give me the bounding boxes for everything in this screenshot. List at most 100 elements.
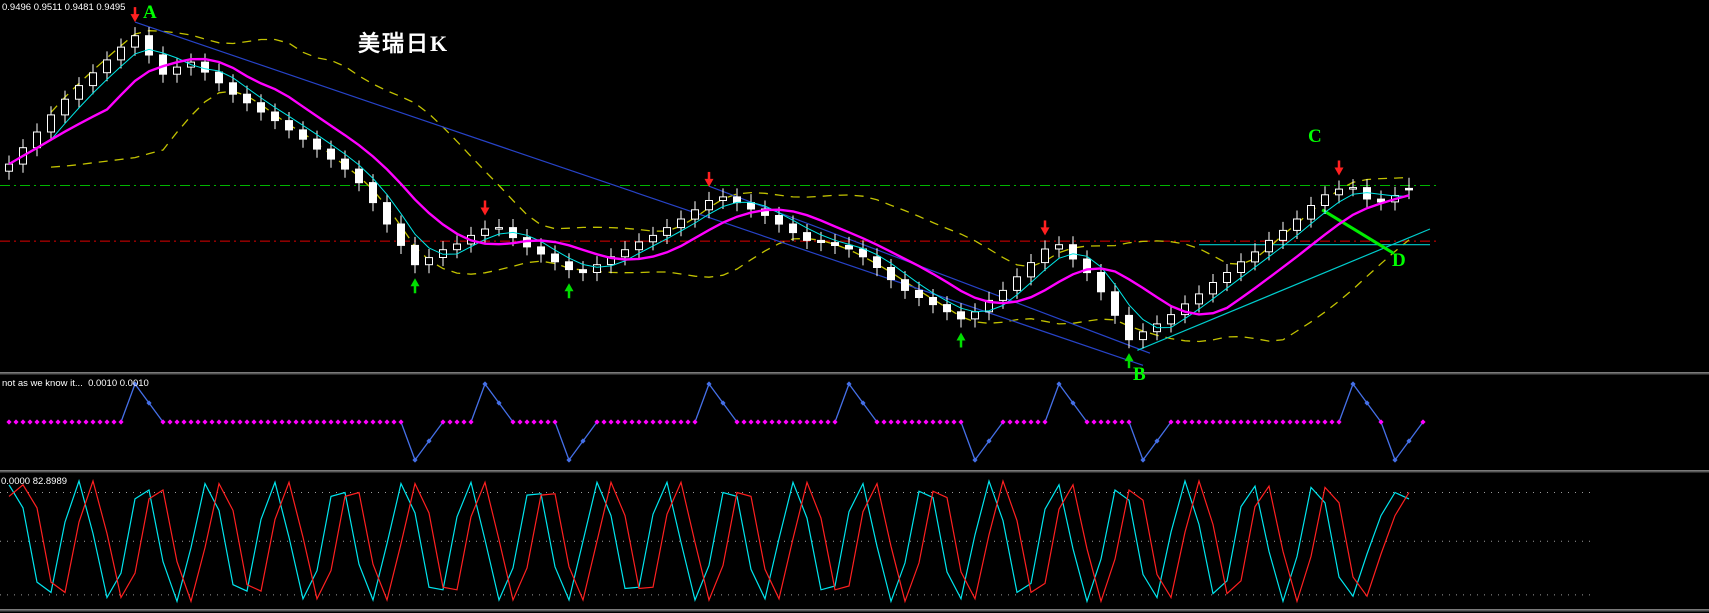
trendline[interactable]	[708, 185, 1151, 354]
signal-dot	[223, 419, 229, 425]
sell-arrow-icon[interactable]	[130, 7, 140, 23]
annotation-d[interactable]: D	[1392, 250, 1406, 271]
signal-dot	[496, 400, 502, 406]
signal-dot	[951, 419, 957, 425]
signal-dot	[265, 419, 271, 425]
signal-line-segment	[120, 383, 136, 423]
signal-dot	[132, 381, 138, 387]
signal-dot	[776, 419, 782, 425]
signal-line-segment	[428, 421, 444, 442]
signal-dot	[349, 419, 355, 425]
signal-dot	[1259, 419, 1265, 425]
sell-arrow-icon[interactable]	[704, 171, 714, 187]
signal-dot	[741, 419, 747, 425]
signal-dot	[825, 419, 831, 425]
buy-arrow-icon[interactable]	[956, 332, 966, 348]
annotation-b[interactable]: B	[1133, 364, 1146, 385]
annotation-c[interactable]: C	[1308, 126, 1322, 147]
oscillator-d-line	[8, 478, 1410, 604]
signal-dot	[1105, 419, 1111, 425]
signal-dot	[181, 419, 187, 425]
chart-title[interactable]: 美瑞日K	[358, 31, 450, 56]
sell-arrow-icon[interactable]	[1040, 220, 1050, 236]
signal-dot	[1420, 419, 1426, 425]
signal-dot	[90, 419, 96, 425]
trendline[interactable]	[1321, 208, 1395, 255]
signal-dot	[706, 381, 712, 387]
signal-line-segment	[1380, 421, 1396, 461]
signal-dot	[804, 419, 810, 425]
signal-line-segment	[498, 402, 514, 423]
signal-dot	[1098, 419, 1104, 425]
signal-line-segment	[582, 421, 598, 442]
signal-dot	[930, 419, 936, 425]
signal-dot	[48, 419, 54, 425]
signal-dot	[363, 419, 369, 425]
signal-line-segment	[694, 383, 710, 423]
sell-arrow-icon[interactable]	[480, 200, 490, 216]
signal-dot	[566, 457, 572, 463]
signal-dot	[1119, 419, 1125, 425]
signal-dot	[1378, 419, 1384, 425]
signal-dot	[1070, 400, 1076, 406]
signal-dot	[1140, 457, 1146, 463]
signal-dot	[972, 457, 978, 463]
signal-indicator-canvas[interactable]	[0, 375, 1709, 470]
signal-line-segment	[1338, 383, 1354, 423]
signal-dot	[797, 419, 803, 425]
signal-dot	[412, 457, 418, 463]
signal-dot	[454, 419, 460, 425]
signal-dot	[307, 419, 313, 425]
signal-dot	[384, 419, 390, 425]
signal-dot	[615, 419, 621, 425]
signal-line-segment	[1408, 421, 1424, 442]
signal-dot	[391, 419, 397, 425]
signal-dot	[734, 419, 740, 425]
price-chart-canvas[interactable]	[0, 0, 1709, 372]
sell-arrow-icon[interactable]	[1334, 160, 1344, 176]
panel-separator[interactable]	[0, 609, 1709, 612]
signal-line-segment	[134, 383, 150, 404]
signal-dot	[769, 419, 775, 425]
trendline[interactable]	[134, 21, 1144, 366]
signal-line-segment	[400, 421, 416, 461]
signal-dot	[1203, 419, 1209, 425]
panel-separator[interactable]	[0, 470, 1709, 473]
signal-dot	[657, 419, 663, 425]
signal-dot	[1315, 419, 1321, 425]
signal-dot	[720, 400, 726, 406]
signal-dot	[216, 419, 222, 425]
buy-arrow-icon[interactable]	[410, 278, 420, 294]
signal-dot	[300, 419, 306, 425]
signal-dot	[545, 419, 551, 425]
signal-dot	[552, 419, 558, 425]
signal-dot	[195, 419, 201, 425]
signal-line-segment	[1044, 383, 1060, 423]
signal-line-segment	[974, 440, 990, 461]
signal-dot	[1042, 419, 1048, 425]
buy-arrow-icon[interactable]	[564, 283, 574, 299]
signal-dot	[622, 419, 628, 425]
signal-dot	[34, 419, 40, 425]
signal-dot	[146, 400, 152, 406]
signal-dot	[76, 419, 82, 425]
signal-dot	[958, 419, 964, 425]
signal-dot	[426, 438, 432, 444]
signal-line-segment	[1366, 402, 1382, 423]
oscillator-label: 0.0000 82.8989	[1, 476, 68, 487]
buy-arrow-icon[interactable]	[1124, 353, 1134, 369]
trendline[interactable]	[1137, 228, 1431, 351]
signal-line-segment	[1352, 383, 1368, 404]
signal-dot	[790, 419, 796, 425]
signal-dot	[27, 419, 33, 425]
signal-dot	[685, 419, 691, 425]
signal-dot	[188, 419, 194, 425]
signal-dot	[461, 419, 467, 425]
oscillator-canvas[interactable]	[0, 473, 1709, 609]
panel-separator[interactable]	[0, 372, 1709, 375]
annotation-a[interactable]: A	[143, 2, 157, 23]
signal-dot	[202, 419, 208, 425]
signal-line-segment	[708, 383, 724, 404]
signal-dot	[608, 419, 614, 425]
signal-dot	[167, 419, 173, 425]
